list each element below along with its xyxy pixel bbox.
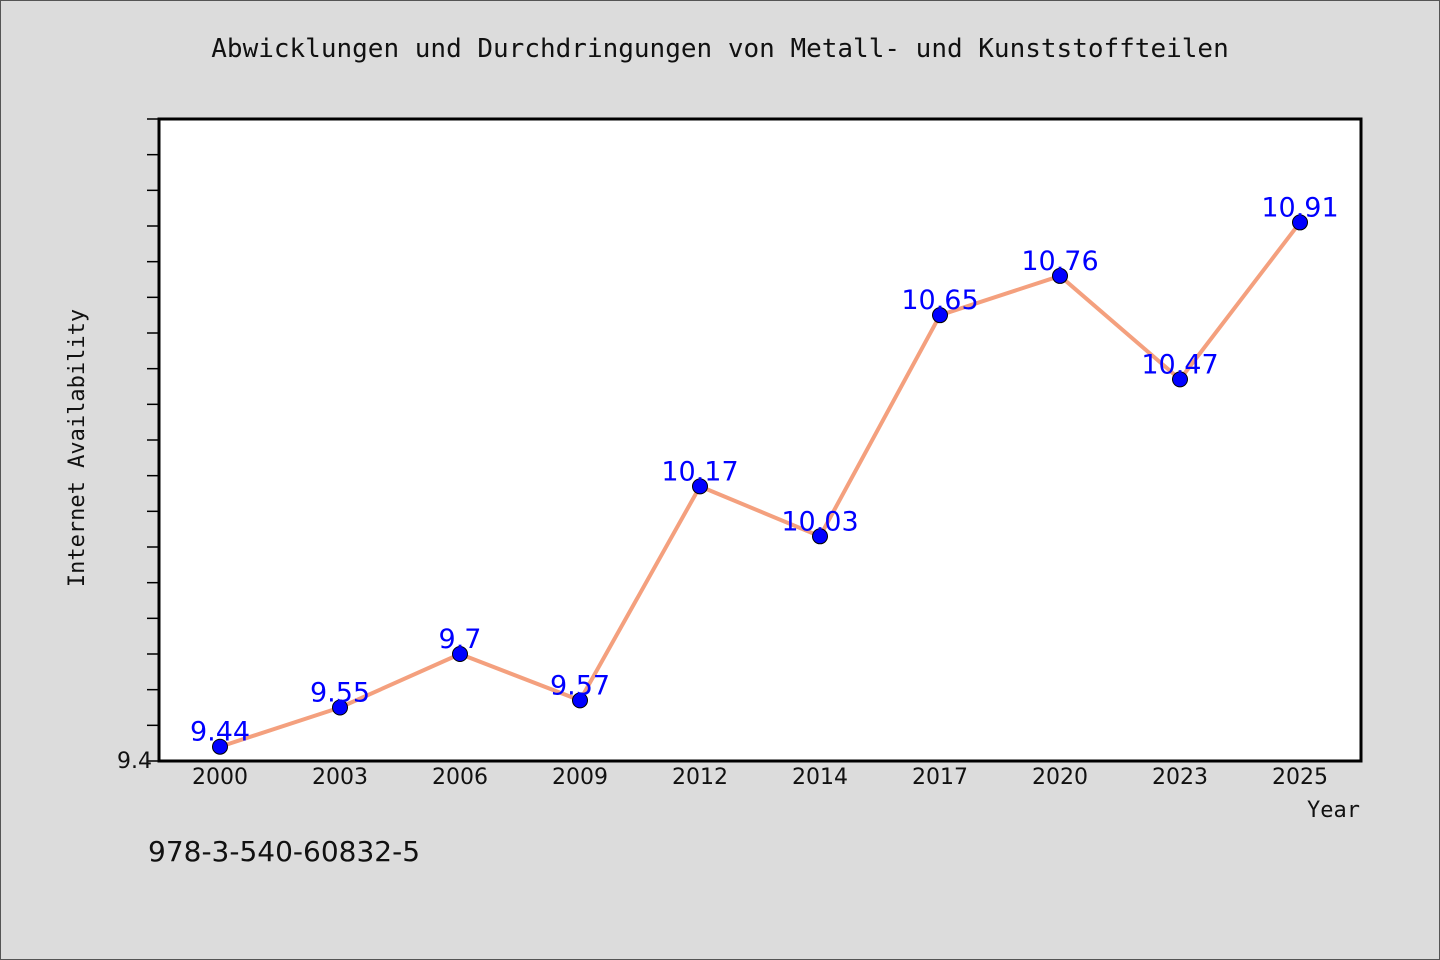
data-point bbox=[332, 699, 348, 716]
data-label: 10.76 bbox=[1021, 246, 1098, 277]
x-tick-label: 2020 bbox=[1032, 765, 1088, 790]
x-axis-tick-labels: 2000 2003 2006 2009 2012 2014 2017 2020 2023 2025 bbox=[192, 765, 1328, 790]
data-point bbox=[812, 528, 828, 545]
x-tick-label: 2003 bbox=[312, 765, 368, 790]
footer-isbn: 978-3-540-60832-5 bbox=[148, 835, 421, 868]
data-label: 10.03 bbox=[781, 506, 858, 537]
data-point bbox=[212, 738, 228, 755]
data-point bbox=[1052, 267, 1068, 284]
plot-area bbox=[157, 117, 1363, 763]
series-line bbox=[219, 221, 1302, 749]
x-tick-label: 2000 bbox=[192, 765, 248, 790]
data-label: 10.47 bbox=[1141, 349, 1218, 380]
data-point bbox=[692, 478, 708, 495]
x-tick-label: 2014 bbox=[792, 765, 848, 790]
data-point bbox=[572, 692, 588, 709]
y-tick-label: 9.4 bbox=[117, 749, 152, 774]
x-axis-title: Year bbox=[1307, 798, 1360, 823]
series-group bbox=[219, 221, 1302, 749]
data-point bbox=[932, 307, 948, 324]
x-tick-label: 2025 bbox=[1272, 765, 1328, 790]
x-tick-label: 2012 bbox=[672, 765, 728, 790]
data-point bbox=[452, 646, 468, 662]
data-labels-group: 9.44 9.55 9.7 9.57 10.17 10.03 10.65 10.76 10.47… bbox=[190, 192, 1339, 747]
data-label: 10.91 bbox=[1261, 192, 1338, 223]
x-tick-label: 2023 bbox=[1152, 765, 1208, 790]
chart-title: Abwicklungen und Durchdringungen von Met… bbox=[211, 34, 1229, 64]
data-label: 9.57 bbox=[550, 670, 610, 701]
data-label: 9.44 bbox=[190, 717, 250, 748]
data-point bbox=[1172, 371, 1188, 388]
data-label: 9.7 bbox=[439, 624, 482, 655]
y-axis-ticks bbox=[147, 118, 159, 762]
x-tick-label: 2017 bbox=[912, 765, 968, 790]
points-group bbox=[212, 214, 1308, 755]
data-label: 10.65 bbox=[901, 285, 978, 316]
x-tick-label: 2006 bbox=[432, 765, 488, 790]
y-axis-title: Internet Availability bbox=[65, 309, 90, 587]
data-label: 10.17 bbox=[661, 456, 738, 487]
x-tick-label: 2009 bbox=[552, 765, 608, 790]
data-point bbox=[1292, 214, 1308, 231]
data-label: 9.55 bbox=[310, 678, 370, 709]
